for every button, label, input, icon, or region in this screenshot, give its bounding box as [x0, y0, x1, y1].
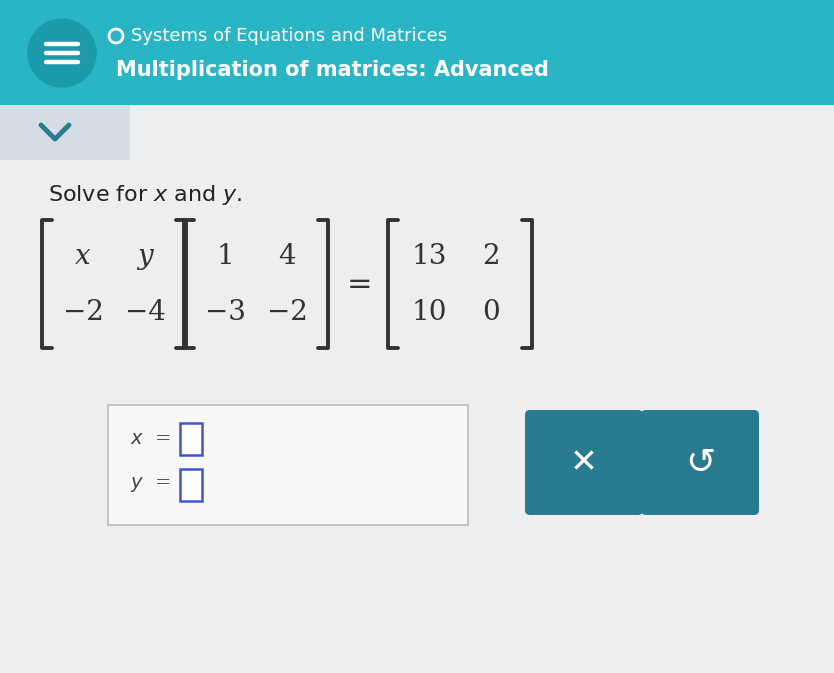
Circle shape — [28, 19, 96, 87]
Text: Multiplication of matrices: Advanced: Multiplication of matrices: Advanced — [116, 60, 549, 80]
Text: =: = — [347, 269, 373, 299]
FancyBboxPatch shape — [0, 105, 834, 673]
Text: 2: 2 — [482, 242, 500, 269]
Text: Solve for $x$ and $y$.: Solve for $x$ and $y$. — [48, 183, 243, 207]
FancyBboxPatch shape — [0, 105, 130, 160]
FancyBboxPatch shape — [525, 410, 643, 515]
FancyBboxPatch shape — [108, 405, 468, 525]
Text: x: x — [75, 242, 91, 269]
Text: −2: −2 — [63, 299, 103, 326]
Text: −3: −3 — [204, 299, 245, 326]
Text: ↺: ↺ — [685, 446, 715, 479]
FancyBboxPatch shape — [641, 410, 759, 515]
FancyBboxPatch shape — [0, 0, 834, 105]
Text: 1: 1 — [216, 242, 234, 269]
Text: 4: 4 — [279, 242, 296, 269]
Text: Systems of Equations and Matrices: Systems of Equations and Matrices — [131, 27, 447, 45]
Text: y: y — [137, 242, 153, 269]
Text: $y$  =: $y$ = — [130, 476, 171, 495]
FancyBboxPatch shape — [180, 423, 202, 455]
Text: 0: 0 — [482, 299, 500, 326]
Text: 10: 10 — [411, 299, 447, 326]
Text: 13: 13 — [411, 242, 447, 269]
Text: $x$  =: $x$ = — [130, 430, 171, 448]
Text: −2: −2 — [267, 299, 308, 326]
Text: ✕: ✕ — [570, 446, 598, 479]
FancyBboxPatch shape — [180, 469, 202, 501]
Text: −4: −4 — [124, 299, 165, 326]
